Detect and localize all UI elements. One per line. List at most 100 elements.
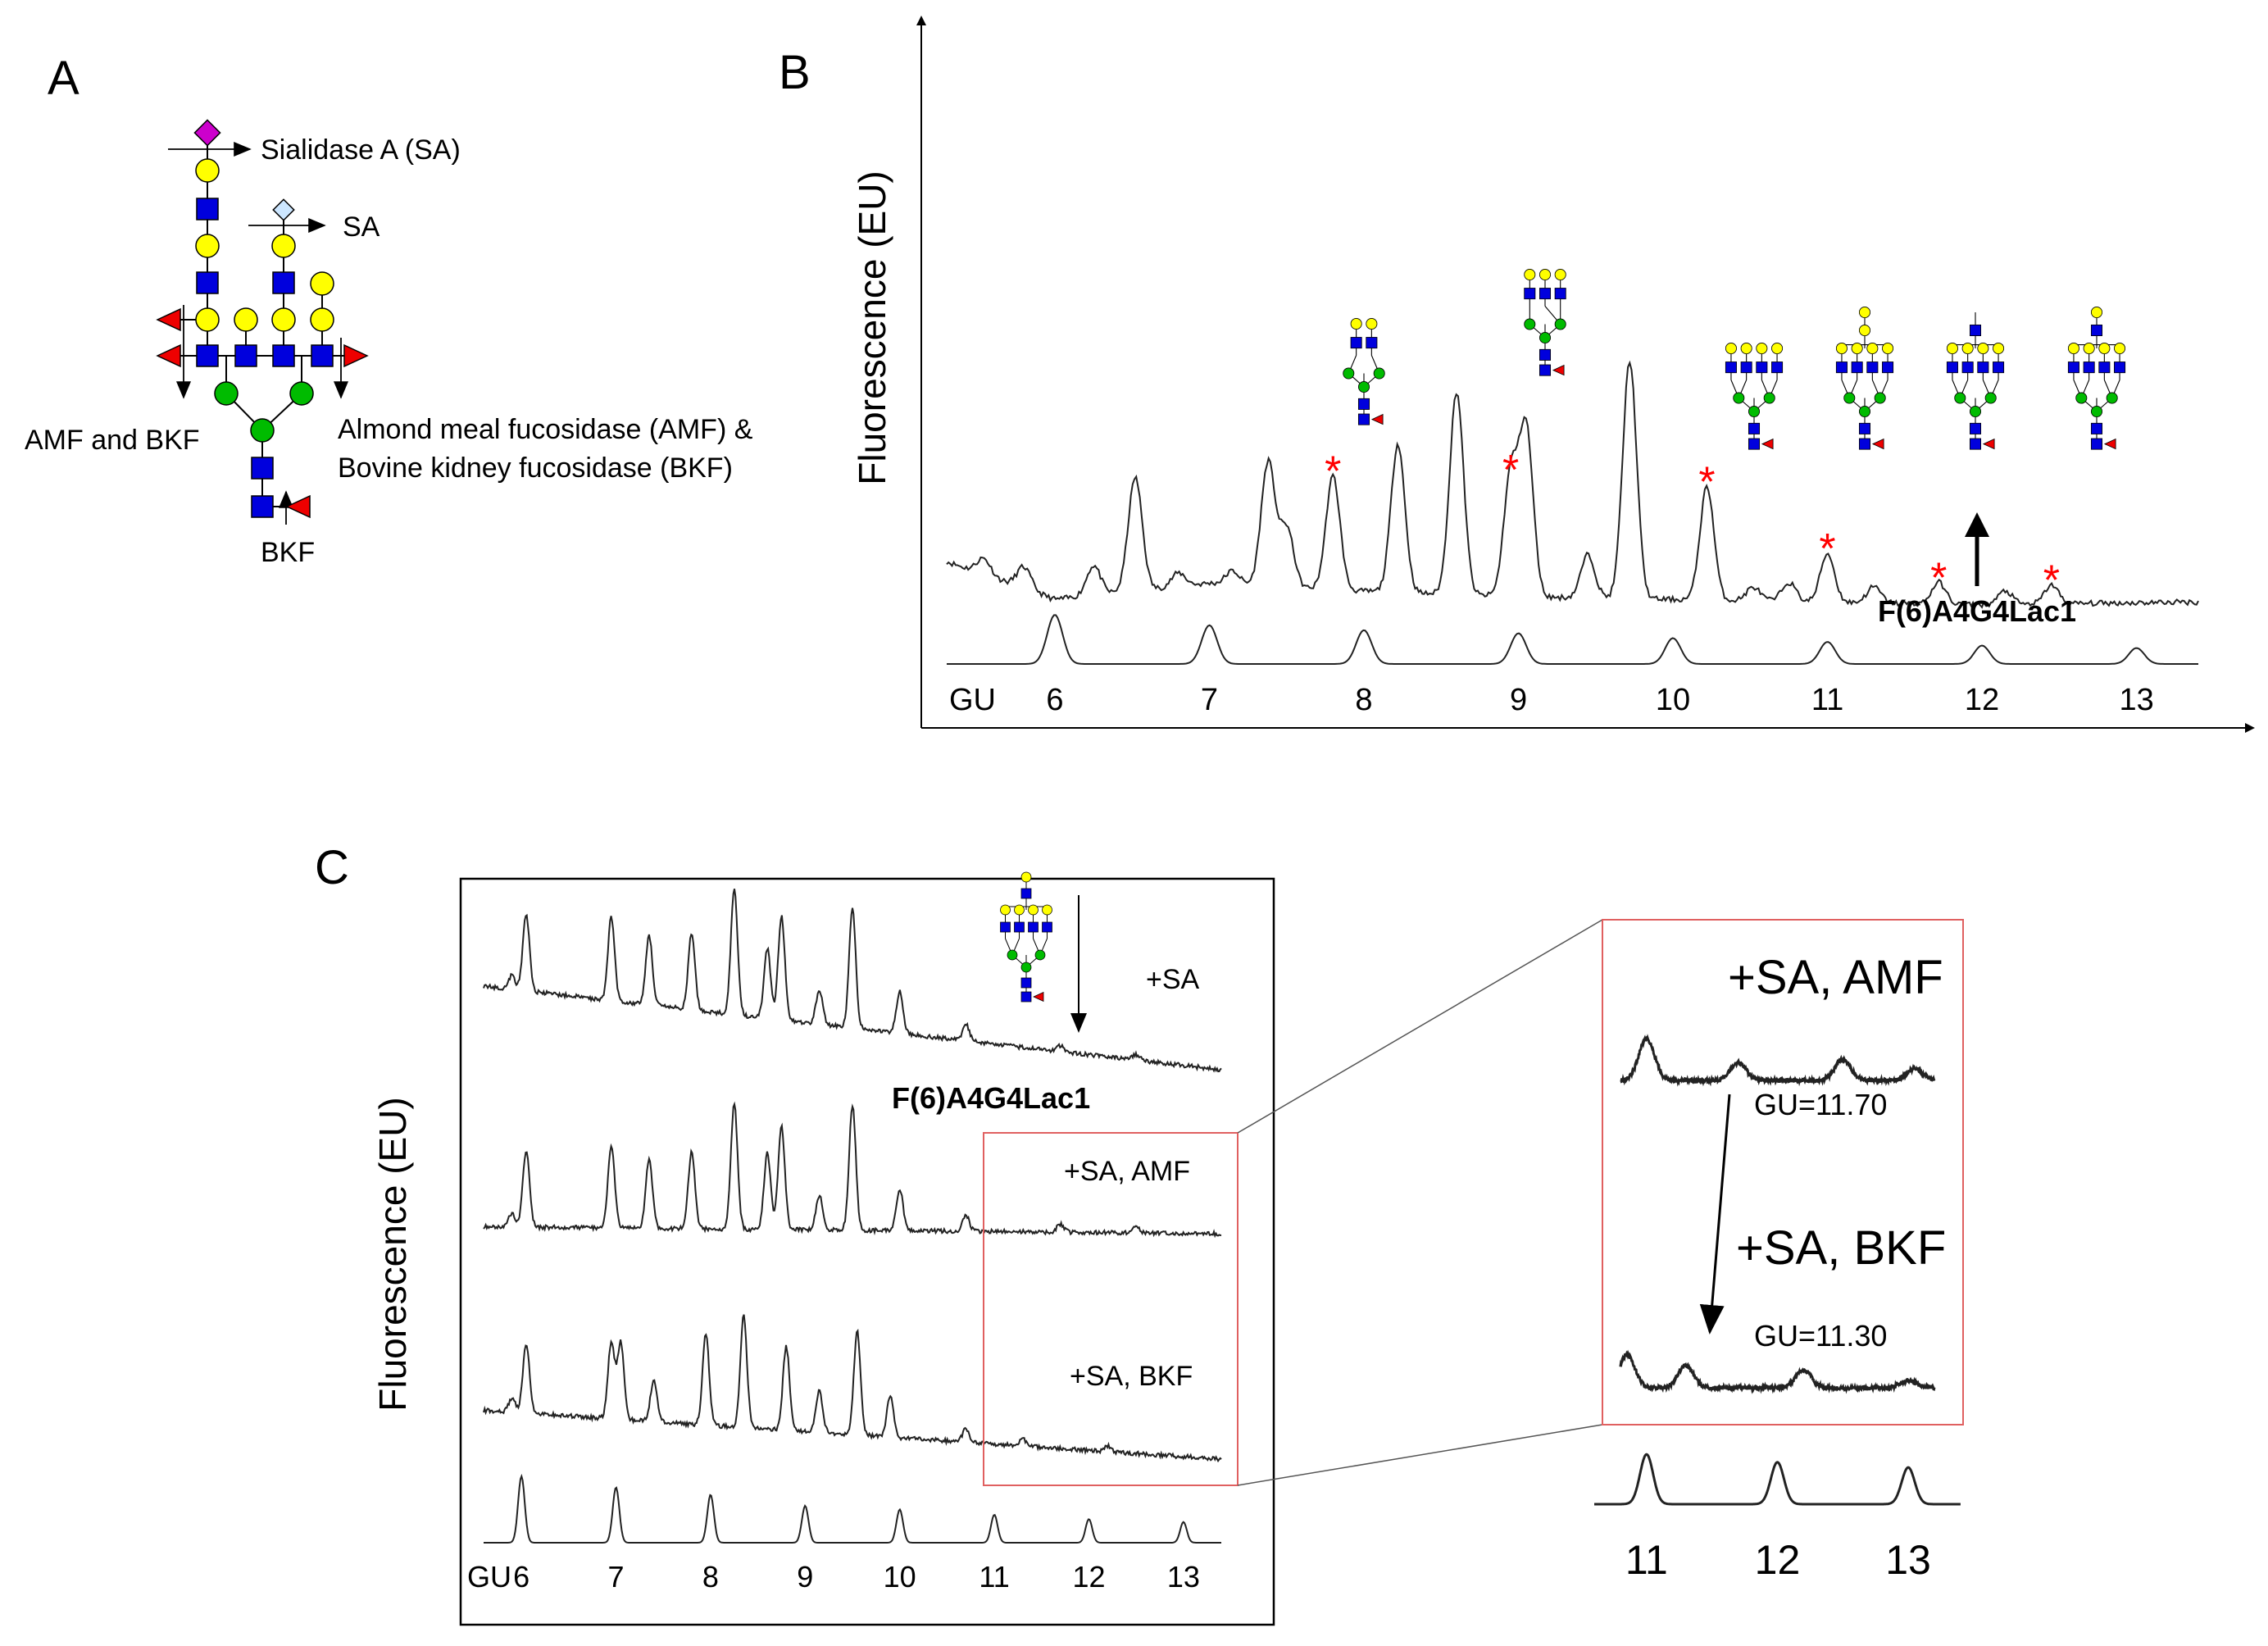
glcnac-symbol xyxy=(311,344,334,367)
fucose-symbol xyxy=(156,307,181,332)
glcnac-symbol xyxy=(1977,361,1989,374)
trace-sa xyxy=(483,889,1222,1073)
gu-tick-label: 12 xyxy=(1072,1560,1105,1594)
panel-c-gu-ticks: 6 7 8 9 10 11 12 13 xyxy=(513,1560,1200,1594)
zoom-panel xyxy=(1602,919,1964,1425)
panel-c-y-label: Fluorescence (EU) xyxy=(371,1097,414,1411)
galactose-symbol xyxy=(1771,342,1784,355)
galactose-symbol xyxy=(1725,342,1737,355)
peak-star: * xyxy=(1325,448,1341,496)
glcnac-symbol xyxy=(1969,422,1982,434)
glcnac-symbol xyxy=(2090,422,2103,434)
glcnac-symbol xyxy=(1946,361,1958,374)
galactose-symbol xyxy=(1961,342,1974,355)
glcnac-symbol xyxy=(196,344,219,367)
zoom-connector-line xyxy=(1237,1424,1603,1486)
panel-c: C Fluorescence (EU) +SA F(6)A4G4Lac1 +SA… xyxy=(315,841,1964,1626)
galactose-symbol xyxy=(1858,324,1871,337)
fucose-symbol xyxy=(285,494,311,519)
fucose-symbol xyxy=(1033,991,1044,1003)
fucose-symbol xyxy=(343,343,369,368)
fucose-symbol xyxy=(1552,364,1565,376)
gu-tick-label: 12 xyxy=(1965,683,1999,717)
galactose-symbol xyxy=(195,158,220,183)
galactose-symbol xyxy=(1858,306,1871,319)
mannose-symbol xyxy=(1020,962,1032,973)
mannose-symbol xyxy=(1554,318,1566,330)
peak-star: * xyxy=(1819,525,1835,573)
gu-tick-label: 7 xyxy=(1201,683,1218,717)
mannose-symbol xyxy=(1007,949,1018,961)
fucose-symbol xyxy=(1982,438,1995,450)
galactose-symbol xyxy=(1993,342,2005,355)
gu-tick-label: 11 xyxy=(979,1560,1009,1594)
enzyme-label-line2: Bovine kidney fucosidase (BKF) xyxy=(338,452,733,484)
glcnac-symbol xyxy=(2098,361,2111,374)
glcnac-symbol xyxy=(1020,977,1032,989)
zoom-amf-label: +SA, AMF xyxy=(1728,951,1943,1004)
mannose-symbol xyxy=(1343,367,1355,380)
panel-b-gu-ticks: 6 7 8 9 10 11 12 13 xyxy=(1046,683,2153,717)
glcnac-symbol xyxy=(1366,337,1378,349)
glcnac-symbol xyxy=(1539,364,1552,376)
glcnac-symbol xyxy=(2083,361,2095,374)
galactose-symbol xyxy=(271,234,296,258)
trace-sa-amf xyxy=(483,1101,1222,1239)
glcnac-symbol xyxy=(2114,361,2126,374)
glcnac-symbol xyxy=(2090,324,2103,337)
galactose-symbol xyxy=(1366,317,1378,330)
glcnac-symbol xyxy=(1554,288,1566,300)
mannose-symbol xyxy=(1858,405,1871,418)
glcnac-symbol xyxy=(1858,422,1871,434)
glcnac-symbol xyxy=(1028,921,1039,933)
mannose-symbol xyxy=(1539,331,1552,344)
mannose-symbol xyxy=(2090,405,2103,418)
galactose-symbol xyxy=(1000,904,1011,916)
glcnac-symbol xyxy=(1740,361,1752,374)
panel-c-letter: C xyxy=(315,841,349,894)
gu-tick-label: 11 xyxy=(1811,683,1843,717)
galactose-symbol xyxy=(2083,342,2095,355)
galactose-symbol xyxy=(1014,904,1025,916)
glcnac-symbol xyxy=(1993,361,2005,374)
mannose-symbol xyxy=(250,418,275,443)
glcnac-symbol xyxy=(1539,348,1552,361)
panel-b-ladder-trace xyxy=(947,614,2198,665)
zoom-shift-arrow xyxy=(1699,1094,1731,1335)
glcnac-symbol xyxy=(1000,921,1011,933)
neu5gc-symbol xyxy=(272,198,295,221)
fucose-symbol xyxy=(1370,413,1384,425)
glycan-structure xyxy=(1524,268,1566,376)
zoom-ladder-trace xyxy=(1594,1453,1961,1506)
galactose-symbol xyxy=(1539,268,1552,281)
galactose-symbol xyxy=(1756,342,1768,355)
glcnac-symbol xyxy=(251,495,274,518)
mannose-symbol xyxy=(1969,405,1982,418)
mannose-symbol xyxy=(1984,392,1997,404)
cond-amf-label: +SA, AMF xyxy=(1064,1156,1190,1187)
glcnac-symbol xyxy=(1756,361,1768,374)
peak-star: * xyxy=(1930,554,1947,602)
glcnac-symbol xyxy=(234,344,257,367)
galactose-symbol xyxy=(1350,317,1362,330)
gu-tick-label: 8 xyxy=(702,1560,719,1594)
zoom-selection-box xyxy=(983,1132,1239,1486)
amf-bkf-label: AMF and BKF xyxy=(25,425,200,456)
galactose-symbol xyxy=(1882,342,1894,355)
glcnac-symbol xyxy=(2090,438,2103,450)
panel-a-letter: A xyxy=(48,52,80,105)
galactose-symbol xyxy=(234,307,258,332)
glcnac-symbol xyxy=(1969,324,1982,337)
panel-a-cut-lines xyxy=(168,142,348,525)
glcnac-symbol xyxy=(1020,888,1032,899)
galactose-symbol xyxy=(195,307,220,332)
cond-sa-label: +SA xyxy=(1146,964,1200,995)
galactose-symbol xyxy=(1524,268,1536,281)
gu-amf-label: GU=11.70 xyxy=(1754,1088,1887,1121)
mannose-symbol xyxy=(1954,392,1966,404)
mannose-symbol xyxy=(1874,392,1886,404)
glcnac-symbol xyxy=(1357,398,1370,410)
galactose-symbol xyxy=(1835,342,1848,355)
galactose-symbol xyxy=(1851,342,1863,355)
